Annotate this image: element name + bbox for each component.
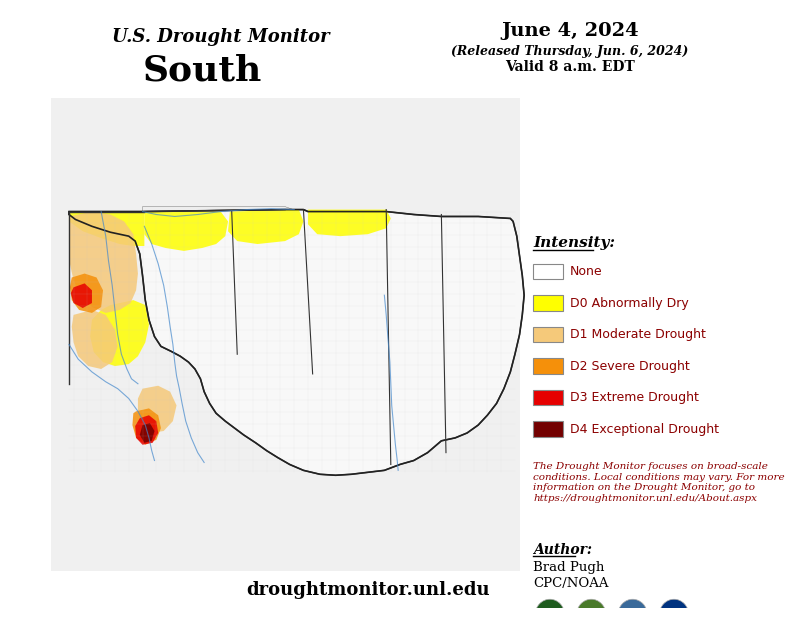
Bar: [534, 358, 562, 374]
Polygon shape: [70, 274, 103, 313]
Bar: [534, 327, 562, 342]
Polygon shape: [138, 386, 177, 433]
Polygon shape: [69, 210, 524, 475]
Polygon shape: [133, 408, 161, 445]
Polygon shape: [142, 206, 299, 241]
Text: U.S. Drought Monitor: U.S. Drought Monitor: [112, 28, 330, 46]
Text: Brad Pugh: Brad Pugh: [534, 561, 605, 574]
Circle shape: [577, 599, 606, 618]
Polygon shape: [228, 210, 303, 244]
Bar: [534, 264, 562, 279]
Text: None: None: [570, 265, 602, 278]
Text: CPC/NOAA: CPC/NOAA: [534, 577, 609, 590]
Text: South: South: [142, 54, 262, 88]
Bar: [534, 295, 562, 311]
Circle shape: [659, 599, 689, 618]
Circle shape: [535, 599, 565, 618]
Text: D1 Moderate Drought: D1 Moderate Drought: [570, 328, 706, 341]
Bar: [534, 421, 562, 437]
Polygon shape: [90, 300, 149, 366]
Text: The Drought Monitor focuses on broad-scale
conditions. Local conditions may vary: The Drought Monitor focuses on broad-sca…: [534, 462, 785, 502]
Text: NOAA: NOAA: [662, 611, 686, 618]
Text: D3 Extreme Drought: D3 Extreme Drought: [570, 391, 699, 404]
Text: Author:: Author:: [534, 543, 592, 557]
Text: D4 Exceptional Drought: D4 Exceptional Drought: [570, 423, 719, 436]
Circle shape: [618, 599, 647, 618]
Text: D0 Abnormally Dry: D0 Abnormally Dry: [570, 297, 689, 310]
Polygon shape: [135, 415, 158, 445]
Text: NDMC: NDMC: [578, 611, 604, 618]
Bar: [534, 390, 562, 405]
Polygon shape: [69, 211, 138, 313]
Text: (Released Thursday, Jun. 6, 2024): (Released Thursday, Jun. 6, 2024): [451, 44, 689, 57]
Polygon shape: [140, 423, 154, 443]
Text: Intensity:: Intensity:: [534, 236, 615, 250]
Polygon shape: [308, 210, 391, 236]
Polygon shape: [144, 211, 228, 251]
Text: droughtmonitor.unl.edu: droughtmonitor.unl.edu: [246, 582, 490, 599]
Text: D2 Severe Drought: D2 Severe Drought: [570, 360, 690, 373]
Text: June 4, 2024: June 4, 2024: [502, 22, 639, 41]
Polygon shape: [71, 284, 92, 308]
Polygon shape: [69, 211, 144, 246]
FancyBboxPatch shape: [50, 98, 519, 570]
Text: USDA: USDA: [538, 611, 562, 618]
Polygon shape: [72, 310, 118, 369]
Text: Valid 8 a.m. EDT: Valid 8 a.m. EDT: [506, 60, 635, 74]
